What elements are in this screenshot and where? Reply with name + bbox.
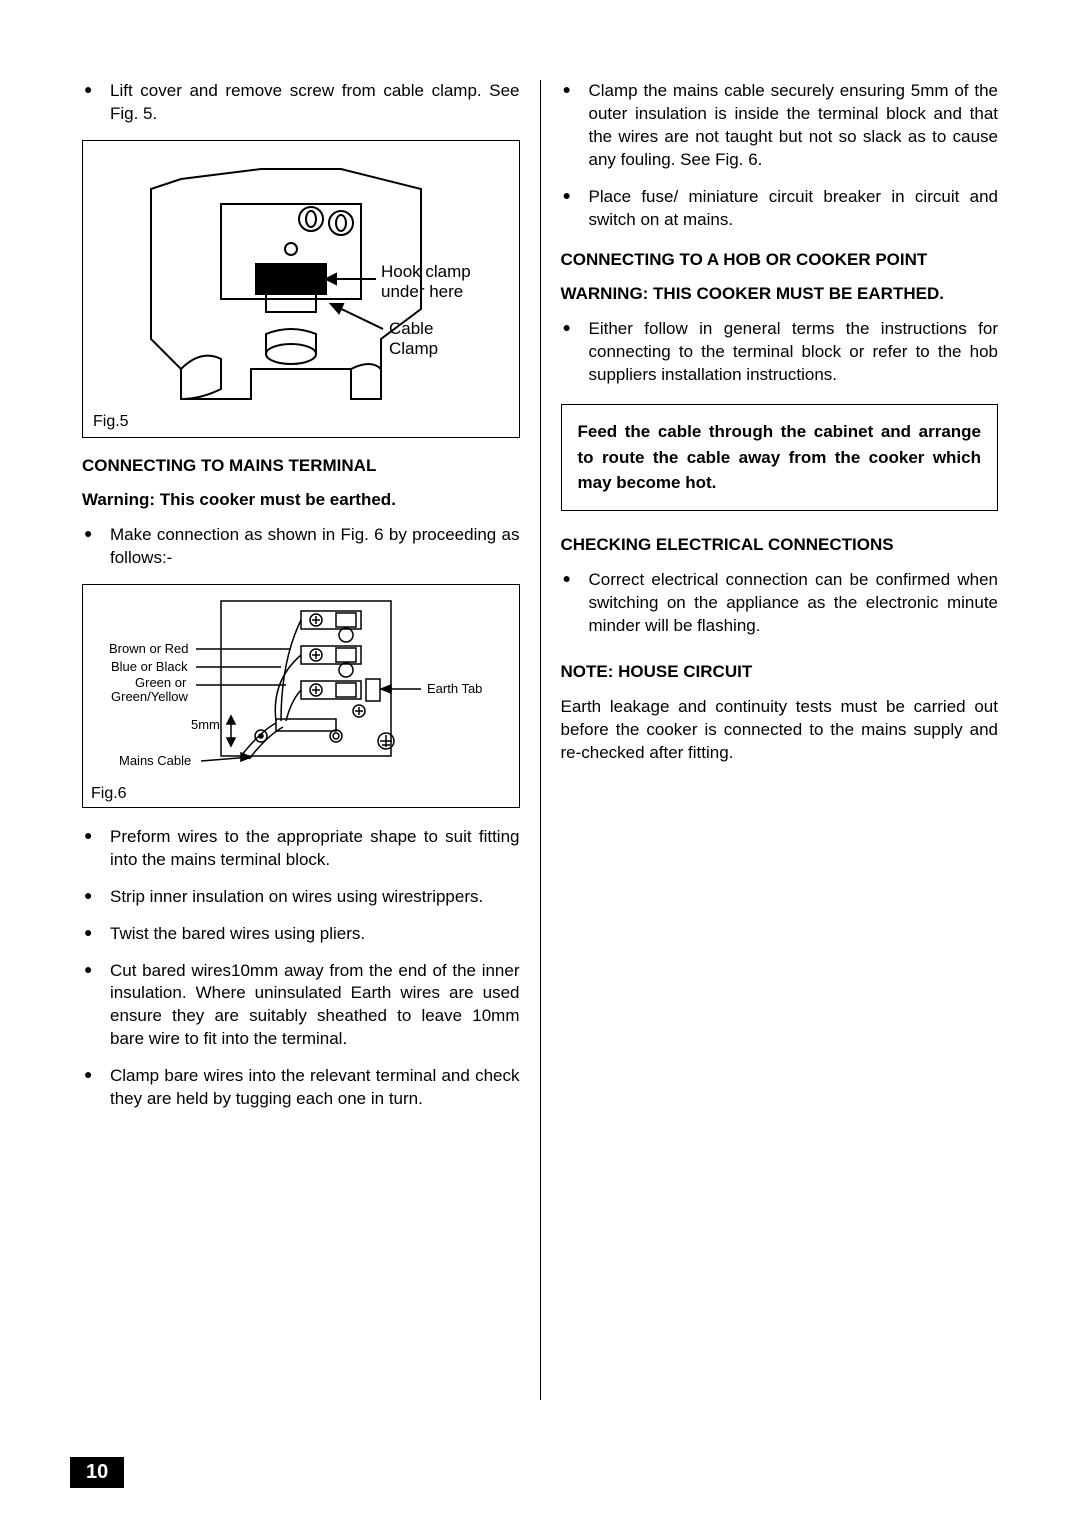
fig6-label-brown: Brown or Red (109, 641, 188, 656)
bullet-list-intro: Lift cover and remove screw from cable c… (82, 80, 520, 126)
callout-feed-cable: Feed the cable through the cabinet and a… (561, 404, 999, 511)
list-item: Lift cover and remove screw from cable c… (82, 80, 520, 126)
fig5-callout-cable-l2: Clamp (389, 339, 438, 358)
figure-6-box: Brown or Red Blue or Black Green or Gree… (82, 584, 520, 808)
page-number: 10 (70, 1457, 124, 1488)
figure-5-diagram: Hook clamp under here Cable Clamp (121, 149, 481, 409)
list-item: Strip inner insulation on wires using wi… (82, 886, 520, 909)
list-item: Cut bared wires10mm away from the end of… (82, 960, 520, 1052)
fig5-callout-hook-l2: under here (381, 282, 463, 301)
heading-mains-terminal: CONNECTING TO MAINS TERMINAL (82, 456, 520, 476)
list-item: Correct electrical connection can be con… (561, 569, 999, 638)
fig6-label-green1: Green or (135, 675, 187, 690)
list-item: Twist the bared wires using pliers. (82, 923, 520, 946)
bullet-list-procedure: Preform wires to the appropriate shape t… (82, 826, 520, 1111)
heading-hob-point: CONNECTING TO A HOB OR COOKER POINT (561, 250, 999, 270)
column-divider (540, 80, 541, 1400)
two-column-layout: Lift cover and remove screw from cable c… (70, 80, 1010, 1400)
bullet-list-make-connection: Make connection as shown in Fig. 6 by pr… (82, 524, 520, 570)
list-item: Make connection as shown in Fig. 6 by pr… (82, 524, 520, 570)
fig6-label-5mm: 5mm (191, 717, 220, 732)
fig6-label-green2: Green/Yellow (111, 689, 188, 704)
figure-5-label: Fig.5 (93, 413, 509, 431)
heading-note-house: NOTE: HOUSE CIRCUIT (561, 662, 999, 682)
fig6-label-mains: Mains Cable (119, 753, 191, 768)
bullet-list-hob: Either follow in general terms the instr… (561, 318, 999, 387)
fig6-label-earth: Earth Tab (427, 681, 482, 696)
warning-earthed: Warning: This cooker must be earthed. (82, 490, 520, 510)
list-item: Clamp the mains cable securely ensuring … (561, 80, 999, 172)
left-column: Lift cover and remove screw from cable c… (70, 80, 538, 1400)
heading-checking: CHECKING ELECTRICAL CONNECTIONS (561, 535, 999, 555)
list-item: Preform wires to the appropriate shape t… (82, 826, 520, 872)
note-paragraph: Earth leakage and continuity tests must … (561, 696, 999, 765)
list-item: Either follow in general terms the instr… (561, 318, 999, 387)
list-item: Place fuse/ miniature circuit breaker in… (561, 186, 999, 232)
fig5-callout-cable-l1: Cable (389, 319, 433, 338)
right-column: Clamp the mains cable securely ensuring … (543, 80, 1011, 1400)
figure-5-box: Hook clamp under here Cable Clamp Fig.5 (82, 140, 520, 438)
bullet-list-check: Correct electrical connection can be con… (561, 569, 999, 638)
bullet-list-right-top: Clamp the mains cable securely ensuring … (561, 80, 999, 232)
warning-hob-earthed: WARNING: THIS COOKER MUST BE EARTHED. (561, 284, 999, 304)
fig5-callout-hook-l1: Hook clamp (381, 262, 471, 281)
figure-6-diagram: Brown or Red Blue or Black Green or Gree… (101, 591, 501, 781)
list-item: Clamp bare wires into the relevant termi… (82, 1065, 520, 1111)
figure-6-label: Fig.6 (91, 785, 511, 803)
fig6-label-blue: Blue or Black (111, 659, 188, 674)
